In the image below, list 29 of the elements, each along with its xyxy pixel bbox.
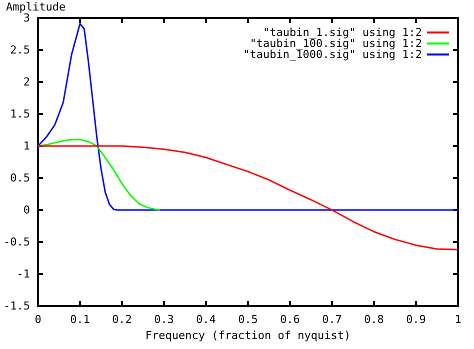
x-tick-label: 0.5 (238, 313, 258, 326)
y-tick-label: -1 (16, 268, 30, 280)
y-tick-label: -1.5 (4, 300, 30, 312)
y-tick-label: 2 (23, 76, 30, 88)
y-tick-label: 1 (23, 140, 30, 152)
legend-label: "taubin_100.sig" using 1:2 (250, 37, 422, 50)
line-series (37, 145, 459, 250)
x-axis-title: Frequency (fraction of nyquist) (145, 328, 351, 342)
y-tick-label: 0 (23, 204, 30, 216)
x-tick-label: 0.3 (154, 313, 174, 326)
x-tick-label: 0.7 (322, 313, 342, 326)
x-tick-label: 1 (454, 313, 462, 326)
y-tick-label: 3 (23, 12, 30, 24)
y-tick-label: -0.5 (4, 236, 30, 248)
x-tick-label: 0 (34, 313, 42, 326)
y-tick-label: 0.5 (10, 172, 30, 184)
legend-label: "taubin_1000.sig" using 1:2 (243, 48, 422, 61)
y-tick-label: 1.5 (10, 108, 30, 120)
line-series (37, 138, 161, 211)
x-tick-label: 0.2 (112, 313, 132, 326)
x-tick-label: 0.4 (196, 313, 216, 326)
x-tick-label: 0.8 (364, 313, 384, 326)
line-series (37, 23, 459, 211)
x-tick-label: 0.9 (406, 313, 426, 326)
x-tick-label: 0.6 (280, 313, 300, 326)
x-tick-label: 0.1 (70, 313, 90, 326)
y-tick-label: 2.5 (10, 44, 30, 56)
y-axis-title: Amplitude (6, 0, 66, 14)
legend-label: "taubin_1.sig" using 1:2 (263, 26, 422, 39)
